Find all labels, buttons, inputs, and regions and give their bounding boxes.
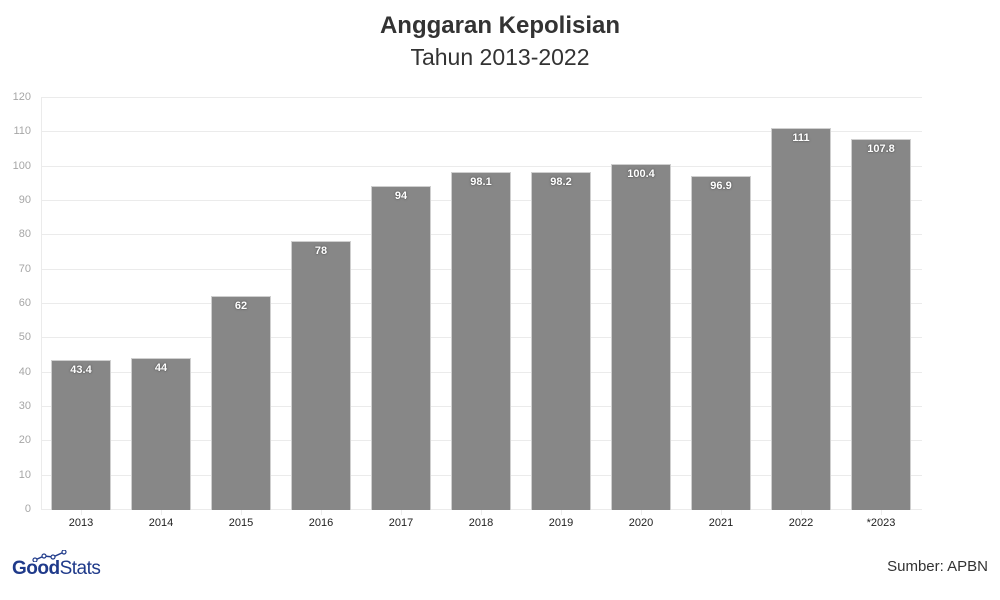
x-tick-mark xyxy=(641,510,642,515)
bar-value-label: 44 xyxy=(154,361,168,374)
x-tick-label: 2021 xyxy=(708,517,734,529)
logo-text-stats: Stats xyxy=(59,558,101,579)
bar-2021[interactable] xyxy=(691,176,751,510)
x-tick-label: 2019 xyxy=(548,517,574,529)
bar-2015[interactable] xyxy=(211,296,271,510)
bar-2018[interactable] xyxy=(451,172,511,510)
gridline xyxy=(41,131,922,132)
logo-text-good: Good xyxy=(12,558,60,579)
bar-value-label: 43.4 xyxy=(70,363,92,376)
y-tick-label: 60 xyxy=(18,297,31,309)
bar-2022[interactable] xyxy=(771,127,831,510)
bar-value-label: 107.8 xyxy=(867,142,895,155)
y-tick-label: 100 xyxy=(12,160,31,172)
trend-line-icon xyxy=(32,550,67,562)
y-tick-label: 50 xyxy=(18,331,31,343)
chart-title: Anggaran Kepolisian xyxy=(379,12,621,39)
y-tick-label: 30 xyxy=(18,400,31,412)
x-tick-label: 2017 xyxy=(388,517,414,529)
bar-2016[interactable] xyxy=(291,241,351,510)
x-tick-label: *2023 xyxy=(866,517,896,529)
y-tick-label: 70 xyxy=(18,263,31,275)
bar-projected-2023[interactable] xyxy=(851,138,911,510)
bar-value-label: 100.4 xyxy=(627,168,655,181)
y-tick-label: 10 xyxy=(18,469,31,481)
bar-value-label: 111 xyxy=(792,131,810,144)
y-axis-line xyxy=(41,97,42,510)
x-tick-mark xyxy=(241,510,242,515)
x-tick-mark xyxy=(801,510,802,515)
bar-2013[interactable] xyxy=(51,359,111,510)
bar-value-label: 78 xyxy=(314,245,328,258)
y-tick-label: 80 xyxy=(18,228,31,240)
x-tick-mark xyxy=(321,510,322,515)
bar-value-label: 98.1 xyxy=(470,176,492,189)
x-tick-label: 2018 xyxy=(468,517,494,529)
x-tick-label: 2022 xyxy=(788,517,814,529)
y-tick-label: 110 xyxy=(13,125,31,137)
x-tick-mark xyxy=(881,510,882,515)
bar-value-label: 96.9 xyxy=(710,180,732,193)
bar-2017[interactable] xyxy=(371,186,431,510)
x-tick-label: 2016 xyxy=(308,517,334,529)
y-tick-label: 120 xyxy=(12,91,31,103)
x-tick-mark xyxy=(721,510,722,515)
y-tick-label: 40 xyxy=(18,366,31,378)
source-note: Sumber: APBN xyxy=(887,558,988,575)
x-tick-mark xyxy=(81,510,82,515)
y-tick-label: 20 xyxy=(18,434,31,446)
x-tick-mark xyxy=(561,510,562,515)
x-tick-mark xyxy=(161,510,162,515)
bar-value-label: 98.2 xyxy=(550,175,572,188)
x-tick-label: 2013 xyxy=(68,517,94,529)
bar-2019[interactable] xyxy=(531,171,591,510)
x-tick-mark xyxy=(481,510,482,515)
gridline xyxy=(41,166,922,167)
gridline xyxy=(41,97,922,98)
x-tick-mark xyxy=(401,510,402,515)
bar-2020[interactable] xyxy=(611,164,671,510)
x-tick-label: 2015 xyxy=(228,517,254,529)
y-tick-label: 90 xyxy=(18,194,31,206)
y-tick-label: 0 xyxy=(24,503,31,515)
chart-subtitle: Tahun 2013-2022 xyxy=(410,44,590,70)
x-tick-label: 2020 xyxy=(628,517,654,529)
bar-value-label: 62 xyxy=(234,300,248,313)
x-tick-label: 2014 xyxy=(148,517,174,529)
bar-value-label: 94 xyxy=(394,190,408,203)
goodstats-logo: GoodStats xyxy=(12,550,101,580)
bar-2014[interactable] xyxy=(131,357,191,510)
